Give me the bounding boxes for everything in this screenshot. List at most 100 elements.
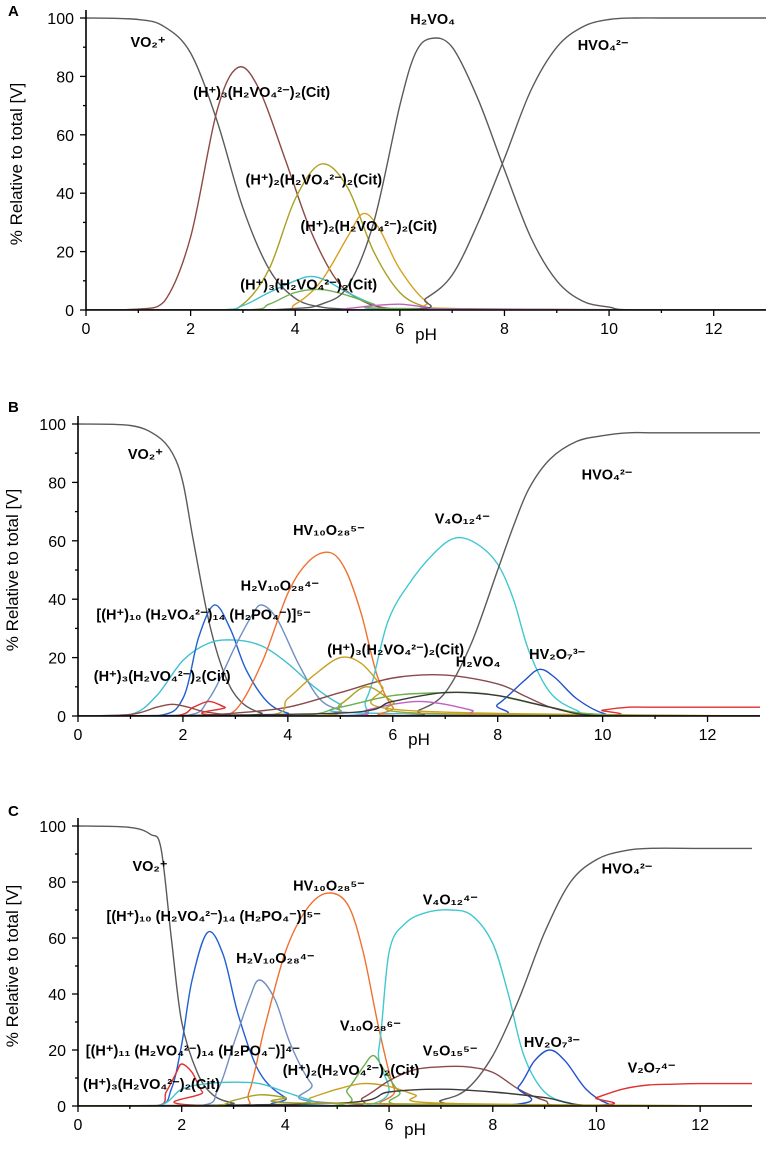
species-label: V₁₀O₂₈⁶⁻ [340, 1018, 401, 1034]
species-label: V₄O₁₂⁴⁻ [435, 511, 490, 527]
series-line [78, 551, 760, 716]
series-line [78, 686, 760, 716]
x-tick-label: 8 [500, 321, 509, 338]
x-tick-label: 10 [588, 1117, 606, 1134]
x-axis-title: pH [415, 325, 437, 344]
panel-letter: B [8, 399, 19, 416]
species-label: HV₂O₇³⁻ [524, 1035, 580, 1051]
x-axis-title: pH [408, 730, 430, 749]
series-line [78, 825, 752, 1106]
x-tick-label: 2 [177, 1117, 186, 1134]
y-axis-title: % Relative to total [V] [7, 83, 26, 246]
y-tick-label: 80 [56, 69, 74, 86]
x-tick-label: 6 [385, 1117, 394, 1134]
x-axis-title: pH [404, 1120, 426, 1139]
y-tick-label: 60 [48, 931, 66, 948]
series-line [78, 892, 752, 1106]
x-tick-label: 4 [283, 727, 292, 744]
x-tick-label: 10 [594, 727, 612, 744]
species-label: HVO₄²⁻ [578, 38, 629, 54]
y-tick-label: 40 [48, 592, 66, 609]
x-tick-label: 6 [388, 727, 397, 744]
y-tick-label: 100 [39, 819, 66, 836]
series-line [86, 37, 766, 310]
y-tick-label: 80 [48, 875, 66, 892]
x-tick-label: 0 [82, 321, 91, 338]
series-line [78, 604, 760, 716]
series-line [78, 930, 752, 1106]
series-line [78, 431, 760, 716]
species-label: HVO₄²⁻ [582, 467, 633, 483]
x-tick-label: 8 [493, 727, 502, 744]
y-tick-label: 80 [48, 475, 66, 492]
y-tick-label: 0 [57, 1099, 66, 1116]
species-label: V₂O₇⁴⁻ [628, 1060, 676, 1076]
species-label: H₂V₁₀O₂₈⁴⁻ [241, 578, 320, 594]
x-tick-label: 12 [699, 727, 717, 744]
y-tick-label: 20 [48, 1043, 66, 1060]
x-tick-label: 10 [600, 321, 618, 338]
panel-letter: A [8, 3, 19, 20]
y-tick-label: 40 [48, 987, 66, 1004]
species-label: HV₂O₇³⁻ [529, 647, 585, 663]
series-line [78, 536, 760, 716]
species-label: HVO₄²⁻ [602, 862, 653, 878]
species-label: (H⁺)₂(H₂VO₄²⁻)₂(Cit) [246, 172, 383, 188]
x-tick-label: 2 [186, 321, 195, 338]
species-label: (H⁺)₃(H₂VO₄²⁻)₂(Cit) [83, 1077, 220, 1093]
species-label: V₄O₁₂⁴⁻ [423, 892, 478, 908]
x-tick-label: 12 [691, 1117, 709, 1134]
series-line [78, 1054, 752, 1106]
panel-C: C 0 2 4 6 8 10 12 0 20 40 60 80 100 pH % Relative to to… [3, 803, 752, 1139]
species-label: [(H⁺)₁₀ (H₂VO₄²⁻)₁₄ (H₂PO₄⁻)]⁵⁻ [107, 909, 322, 925]
species-label: H₂V₁₀O₂₈⁴⁻ [236, 951, 315, 967]
series-line [86, 17, 766, 310]
species-label: (H⁺)₃(H₂VO₄²⁻)₂(Cit) [240, 278, 377, 294]
series-line [78, 1063, 752, 1106]
x-tick-label: 4 [291, 321, 300, 338]
species-label: VO₂⁺ [132, 859, 167, 875]
y-tick-label: 100 [47, 11, 74, 28]
species-label: [(H⁺)₁₀ (H₂VO₄²⁻)₁₄ (H₂PO₄⁻)]⁵⁻ [96, 608, 311, 624]
species-label: (H⁺)₂(H₂VO₄²⁻)₂(Cit) [300, 219, 437, 235]
species-label: (H⁺)₃(H₂VO₄²⁻)₂(Cit) [193, 85, 330, 101]
y-tick-label: 0 [65, 303, 74, 320]
species-label: V₅O₁₅⁵⁻ [423, 1044, 478, 1060]
series-line [78, 1082, 752, 1106]
species-label: VO₂⁺ [130, 35, 165, 51]
x-tick-label: 0 [74, 727, 83, 744]
panel-A: A 0 2 4 6 8 10 12 0 20 40 60 80 100 pH % Relative to to… [7, 3, 766, 344]
series-line [86, 66, 766, 310]
species-label: (H⁺)₃(H₂VO₄²⁻)₂(Cit) [94, 669, 231, 685]
series-group [86, 17, 766, 310]
y-tick-label: 20 [56, 245, 74, 262]
y-tick-label: 0 [57, 709, 66, 726]
series-line [86, 163, 766, 310]
x-tick-label: 2 [178, 727, 187, 744]
species-label: [(H⁺)₁₁ (H₂VO₄²⁻)₁₄ (H₂PO₄⁻)]⁴⁻ [86, 1044, 301, 1060]
x-tick-label: 6 [395, 321, 404, 338]
species-label: HV₁₀O₂₈⁵⁻ [293, 878, 365, 894]
x-tick-label: 8 [488, 1117, 497, 1134]
series-line [78, 1088, 752, 1106]
x-tick-label: 12 [705, 321, 723, 338]
series-line [86, 17, 766, 310]
species-label: (H⁺)₃(H₂VO₄²⁻)₂(Cit) [327, 643, 464, 659]
species-label: HV₁₀O₂₈⁵⁻ [293, 523, 365, 539]
y-axis-title: % Relative to total [V] [3, 885, 22, 1048]
x-tick-label: 0 [74, 1117, 83, 1134]
species-label: H₂VO₄ [410, 12, 455, 28]
y-tick-label: 60 [48, 534, 66, 551]
x-tick-label: 4 [281, 1117, 290, 1134]
y-tick-label: 100 [39, 417, 66, 434]
species-label: VO₂⁺ [128, 447, 163, 463]
panel-B: B 0 2 4 6 8 10 12 0 20 40 60 80 100 pH % Relative to to… [3, 399, 760, 749]
series-line [78, 706, 760, 716]
species-label: H₂VO₄ [456, 654, 501, 670]
y-axis-title: % Relative to total [V] [3, 489, 22, 652]
y-tick-label: 40 [56, 186, 74, 203]
y-tick-label: 60 [56, 128, 74, 145]
series-line [78, 1094, 752, 1106]
series-line [78, 604, 760, 716]
